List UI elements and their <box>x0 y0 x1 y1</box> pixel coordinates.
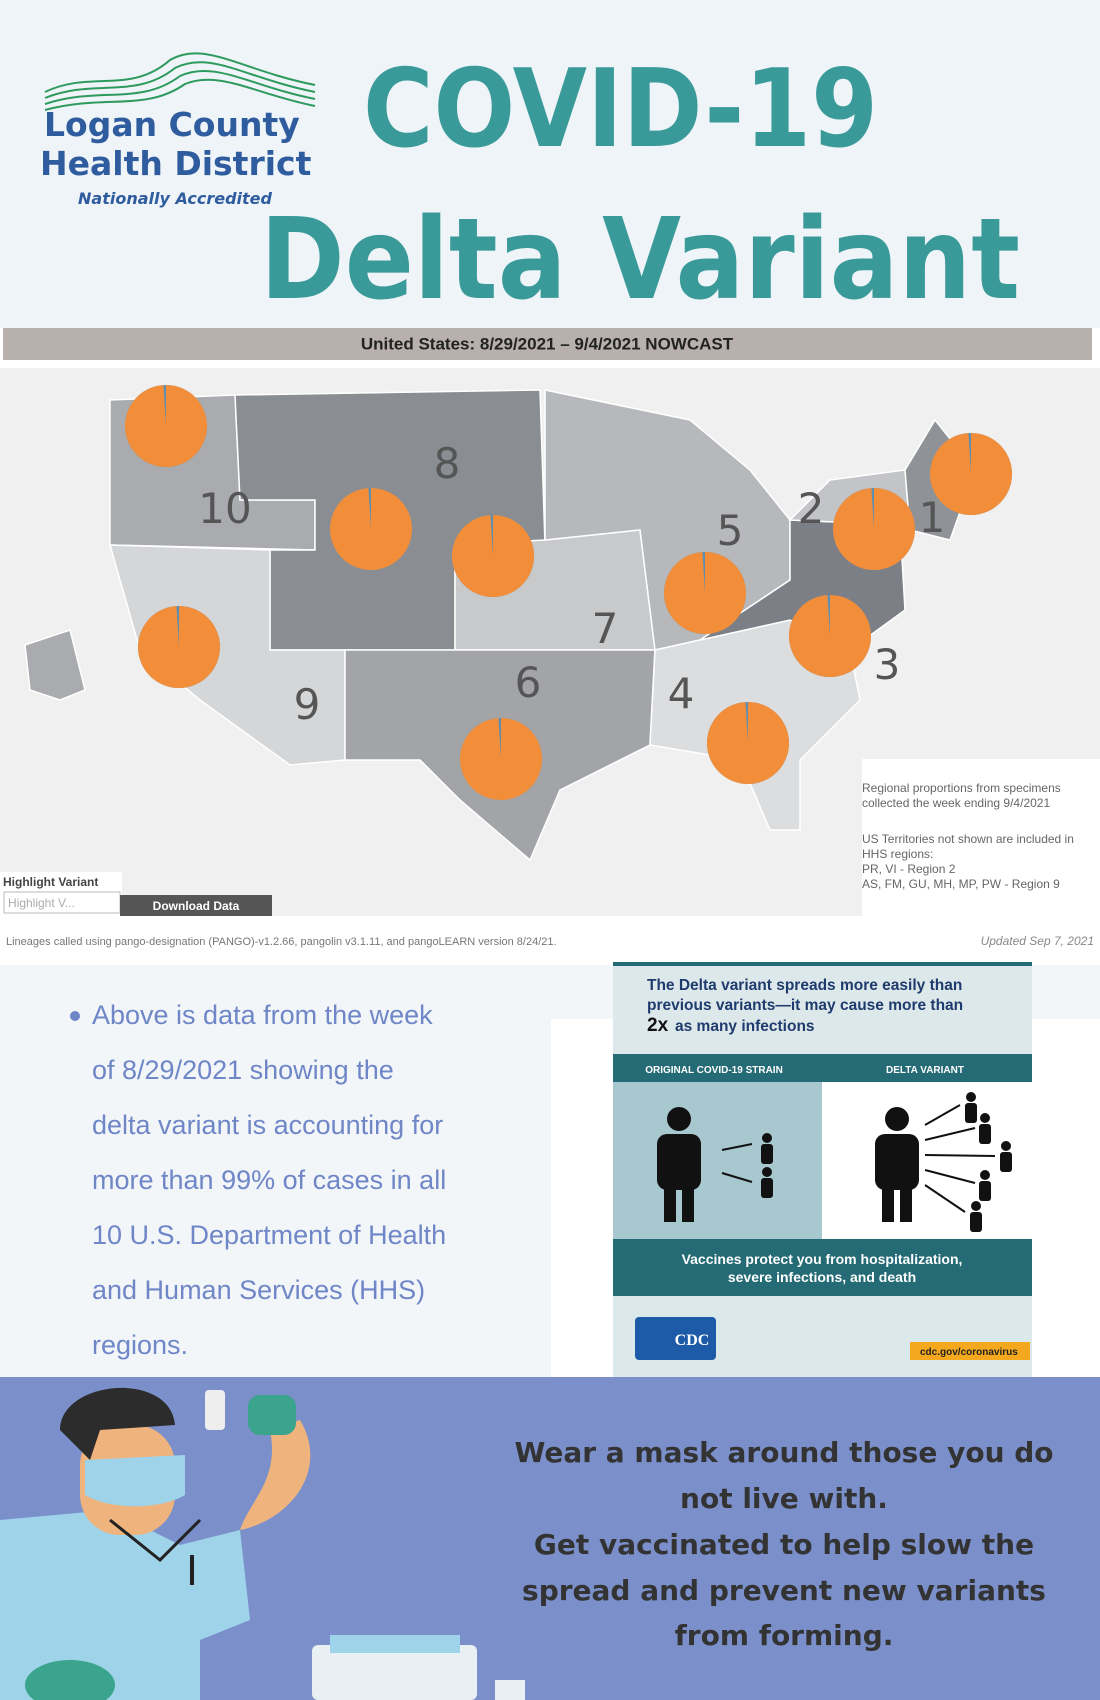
download-button[interactable] <box>120 895 272 916</box>
map-note: US Territories not shown are included in <box>862 832 1074 846</box>
logo-line: Health District <box>40 144 312 183</box>
region-label: 8 <box>434 439 461 488</box>
region-shape <box>24 629 86 701</box>
summary-line: Above is data from the week <box>92 1000 433 1030</box>
cdc-url: cdc.gov/coronavirus <box>920 1347 1018 1358</box>
updated-date: Updated Sep 7, 2021 <box>981 934 1094 948</box>
map-title: United States: 8/29/2021 – 9/4/2021 NOWC… <box>361 334 734 353</box>
subtitle: Delta Variant <box>260 195 1020 325</box>
cdc-label-band <box>613 1054 1032 1082</box>
logo-line: Logan County <box>44 105 300 144</box>
lineage-note: Lineages called using pango-designation … <box>6 936 557 948</box>
cdc-graphic: The Delta variant spreads more easily th… <box>613 962 1032 1379</box>
cdc-delta-label: DELTA VARIANT <box>886 1065 964 1076</box>
cdc-arrows <box>721 1104 996 1213</box>
cdc-delta-panel <box>822 1082 1032 1239</box>
pie-delta-slice <box>789 595 872 677</box>
cdc-headline-bold: 2x <box>647 1015 669 1036</box>
summary-line: more than 99% of cases in all <box>92 1165 446 1195</box>
notes-box <box>862 759 1100 916</box>
pie-delta-slice <box>452 515 535 597</box>
region-label: 9 <box>294 680 321 729</box>
pie-delta-slice <box>929 433 1012 515</box>
cdc-people <box>657 1092 1012 1232</box>
cdc-protect: severe infections, and death <box>728 1269 916 1285</box>
logo-tagline: Nationally Accredited <box>78 189 273 208</box>
message-line: spread and prevent new variants <box>522 1574 1046 1607</box>
highlight-label: Highlight Variant <box>3 875 98 889</box>
map-note: PR, VI - Region 2 <box>862 862 956 876</box>
title: COVID-19 <box>363 47 878 172</box>
summary-line: delta variant is accounting for <box>92 1110 443 1140</box>
region-label: 6 <box>515 658 542 707</box>
bullet <box>70 1011 80 1021</box>
cdc-header-bg <box>613 962 1032 1054</box>
message-line: not live with. <box>680 1482 888 1515</box>
pie-delta-slice <box>124 385 207 467</box>
pie-delta-slice <box>460 718 543 800</box>
pie-delta-slice <box>707 702 790 784</box>
cdc-top-rule <box>613 962 1032 966</box>
message-line: from forming. <box>675 1619 894 1652</box>
map-note: collected the week ending 9/4/2021 <box>862 796 1050 810</box>
region-label: 2 <box>798 484 825 533</box>
region-label: 3 <box>874 640 901 689</box>
region-label: 7 <box>592 604 619 653</box>
pie-delta-slice <box>664 552 747 634</box>
cdc-headline: previous variants—it may cause more than <box>647 997 963 1014</box>
map-note: Regional proportions from specimens <box>862 781 1061 795</box>
download-button-label: Download Data <box>153 899 240 913</box>
cdc-url-tag <box>910 1342 1030 1360</box>
cdc-logo: CDC <box>675 1332 710 1349</box>
summary-line: of 8/29/2021 showing the <box>92 1055 394 1085</box>
cdc-protect: Vaccines protect you from hospitalizatio… <box>682 1251 963 1267</box>
highlight-placeholder: Highlight V... <box>8 896 75 910</box>
region-label: 5 <box>717 506 744 555</box>
map-note: HHS regions: <box>862 847 933 861</box>
logo-waves <box>44 52 316 111</box>
summary-line: 10 U.S. Department of Health <box>92 1220 446 1250</box>
cdc-protect-band <box>613 1239 1032 1296</box>
cdc-headline: as many infections <box>675 1018 815 1035</box>
cdc-original-label: ORIGINAL COVID-19 STRAIN <box>645 1065 783 1076</box>
region-label: 4 <box>668 669 695 718</box>
message-line: Wear a mask around those you do <box>514 1436 1053 1469</box>
pie-delta-slice <box>138 606 221 688</box>
summary-line: and Human Services (HHS) <box>92 1275 425 1305</box>
summary-line: regions. <box>92 1330 188 1360</box>
pie-delta-slice <box>330 488 413 570</box>
map-title-bar <box>3 328 1092 360</box>
message-line: Get vaccinated to help slow the <box>534 1528 1034 1561</box>
region-label: 10 <box>198 484 251 533</box>
pie-delta-slice <box>833 488 916 570</box>
cdc-logo-box <box>635 1317 716 1360</box>
map-note: AS, FM, GU, MH, MP, PW - Region 9 <box>862 877 1060 891</box>
cdc-headline: The Delta variant spreads more easily th… <box>647 977 962 994</box>
nurse-illustration <box>0 1387 525 1700</box>
cdc-original-panel <box>613 1082 822 1239</box>
